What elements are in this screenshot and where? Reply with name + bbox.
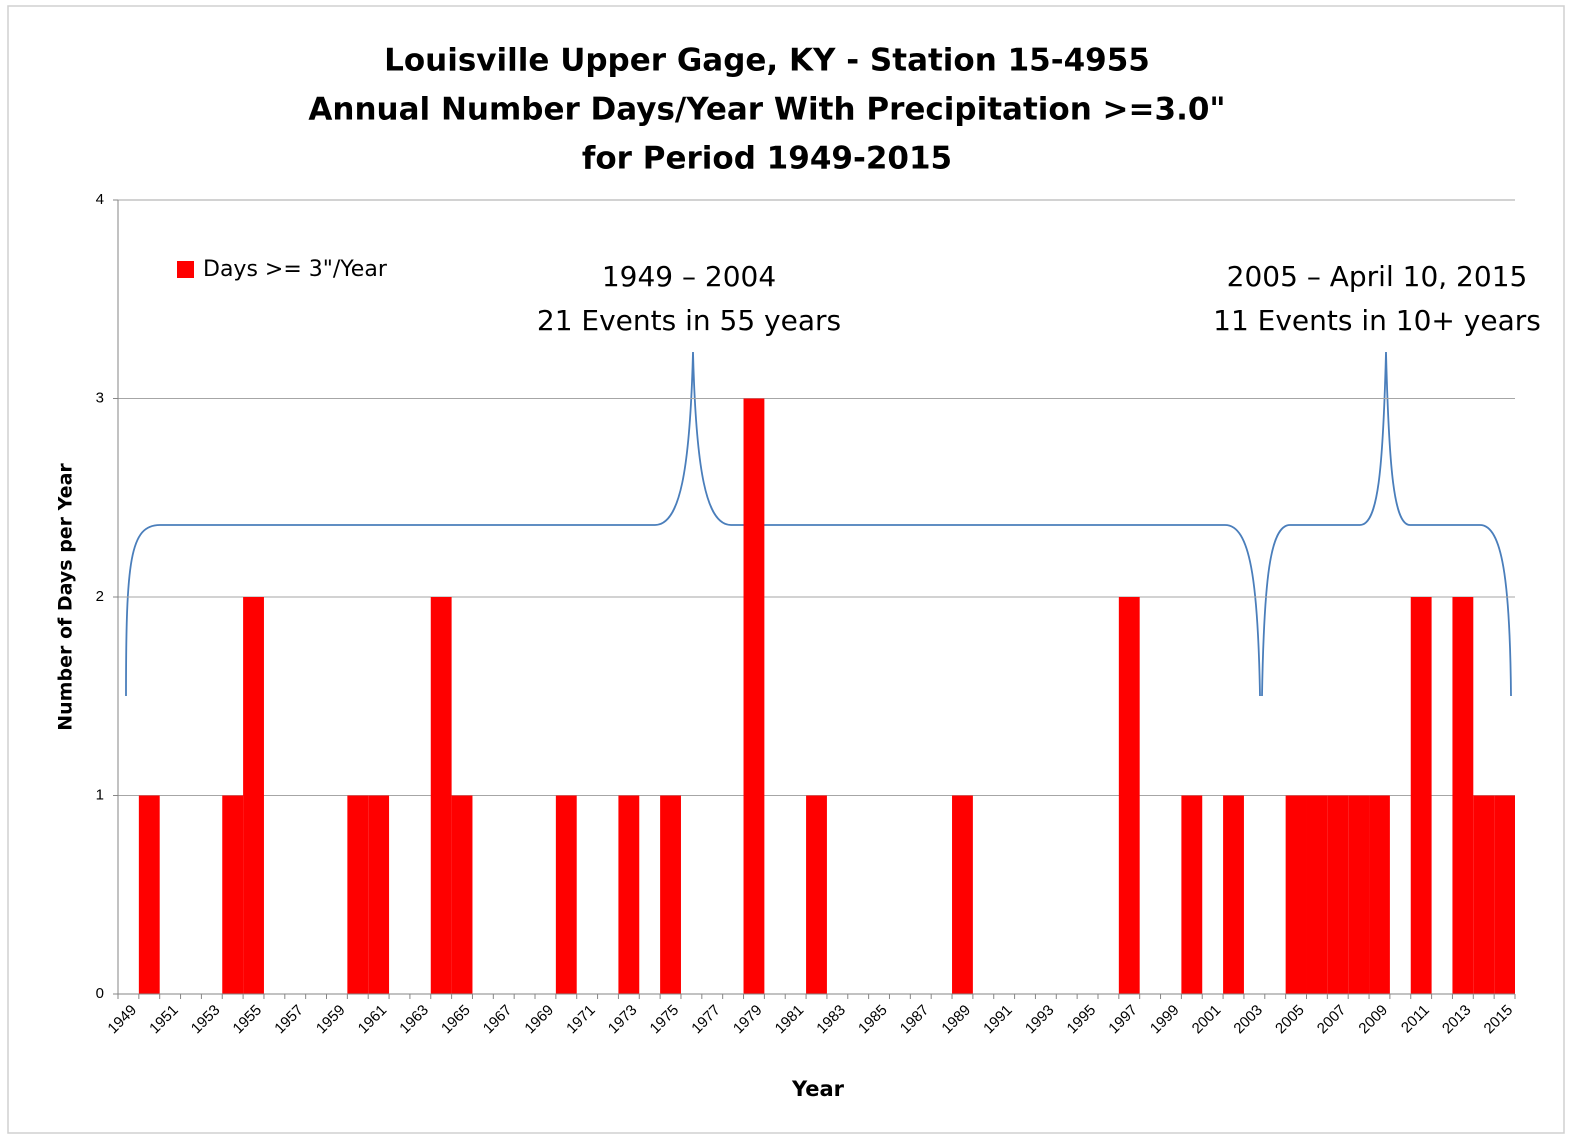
chart-title: Annual Number Days/Year With Precipitati… [308,92,1225,128]
bar [1306,795,1328,994]
bar [806,795,827,994]
chart-title: Louisville Upper Gage, KY - Station 15-4… [384,43,1150,79]
annotation: 2005 – April 10, 2015 [1227,260,1528,293]
bar [660,795,681,994]
x-axis-label: Year [791,1077,845,1101]
bar [1285,795,1307,994]
bar [243,597,264,994]
bar [743,398,765,994]
annotation: 11 Events in 10+ years [1213,304,1541,337]
y-tick-label: 0 [96,985,104,1002]
bar [555,795,577,994]
bar [1410,597,1432,994]
bar [1369,795,1390,994]
y-tick-label: 3 [96,389,104,406]
bar [1223,795,1244,994]
bar [451,795,473,994]
bar [618,795,640,994]
y-tick-label: 4 [96,191,104,208]
bar [1473,795,1495,994]
bar [1118,597,1140,994]
bar [347,795,369,994]
bar [430,597,452,994]
bar [368,795,390,994]
legend-label: Days >= 3"/Year [203,257,388,282]
brace [1261,351,1512,697]
bar [952,795,973,994]
bar [138,795,160,994]
bar [1348,795,1370,994]
y-tick-label: 2 [96,588,104,605]
bar [1452,597,1474,994]
y-axis-label: Number of Days per Year [55,463,77,731]
bar [1327,795,1349,994]
brace [125,351,1261,697]
bar [222,795,244,994]
bar [1181,795,1203,994]
bar [1494,795,1515,994]
y-tick-label: 1 [96,786,104,803]
annotation: 1949 – 2004 [602,260,776,293]
annotation: 21 Events in 55 years [537,304,841,337]
legend-swatch [177,261,194,278]
chart-title: for Period 1949-2015 [582,141,952,177]
